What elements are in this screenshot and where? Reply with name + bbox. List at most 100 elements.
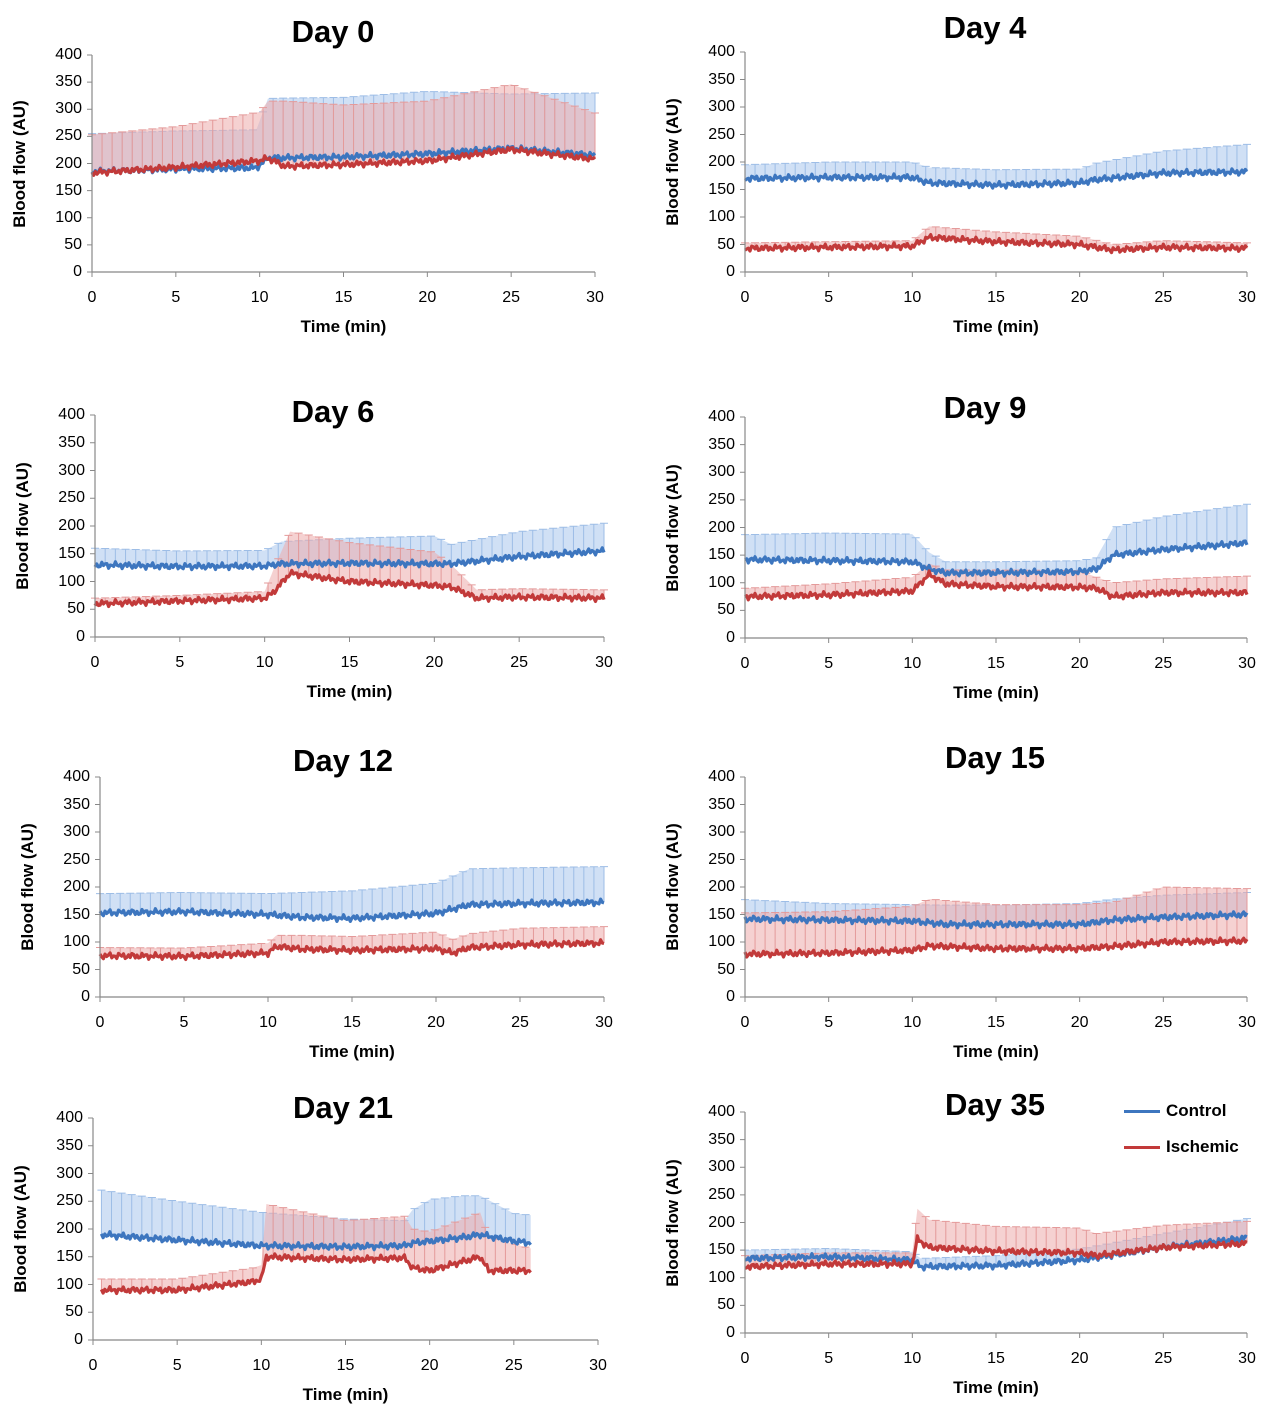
x-tick-label: 10 xyxy=(903,655,922,672)
errorbar-control xyxy=(1072,560,1081,572)
y-tick-label: 100 xyxy=(58,572,85,590)
errorbar-control xyxy=(528,529,537,556)
errorbar-ischemic xyxy=(380,1217,389,1259)
errorbar-control xyxy=(992,169,1000,186)
errorbar-control xyxy=(267,892,276,915)
x-tick-label: 5 xyxy=(171,289,181,306)
y-tick-label: 100 xyxy=(63,933,90,950)
errorbar-control xyxy=(921,548,930,568)
errorbar-ischemic xyxy=(901,906,910,951)
series-line-ischemic xyxy=(743,936,1249,959)
errorbar-control xyxy=(1072,168,1081,183)
errorbar-ischemic xyxy=(279,1207,288,1258)
errorbar-control xyxy=(1202,147,1211,173)
y-axis-title: Blood flow (AU) xyxy=(11,1165,30,1293)
y-tick-label: 100 xyxy=(708,1268,735,1286)
errorbar-ischemic xyxy=(430,1229,439,1270)
series-line-control xyxy=(93,546,606,572)
errorbar-control xyxy=(1212,146,1221,173)
errorbar-control xyxy=(152,549,161,567)
x-tick-label: 20 xyxy=(425,654,444,671)
errorbar-ischemic xyxy=(287,934,296,949)
errorbar-control xyxy=(831,532,840,561)
errorbar-ischemic xyxy=(437,556,446,587)
errorbar-ischemic xyxy=(1012,232,1021,243)
errorbar-ischemic xyxy=(1222,576,1231,593)
errorbar-ischemic xyxy=(891,906,900,951)
errorbar-control xyxy=(216,892,225,913)
x-tick-label: 25 xyxy=(502,289,521,306)
panel-title: Day 15 xyxy=(945,740,1045,775)
errorbar-control xyxy=(1212,508,1221,546)
x-tick-label: 15 xyxy=(987,1350,1005,1367)
series-line-ischemic xyxy=(744,1234,1248,1271)
y-tick-label: 150 xyxy=(55,181,82,199)
errorbar-ischemic xyxy=(1162,1224,1171,1248)
errorbar-control xyxy=(223,550,232,567)
errorbar-ischemic xyxy=(951,1221,960,1249)
y-tick-label: 100 xyxy=(708,208,735,225)
y-tick-label: 300 xyxy=(58,461,85,479)
errorbar-ischemic xyxy=(416,550,425,585)
y-tick-label: 350 xyxy=(708,70,735,88)
errorbar-control xyxy=(479,868,488,905)
panel-title: Day 12 xyxy=(293,743,393,778)
x-tick-label: 5 xyxy=(175,654,185,671)
errorbar-ischemic xyxy=(309,1213,318,1259)
errorbar-control xyxy=(1002,169,1011,185)
errorbar-control xyxy=(511,1213,520,1242)
x-tick-label: 10 xyxy=(250,289,269,306)
errorbar-control xyxy=(158,1198,167,1239)
y-tick-label: 300 xyxy=(708,823,735,840)
errorbar-control xyxy=(146,892,155,913)
errorbar-control xyxy=(941,167,950,184)
x-tick-label: 20 xyxy=(1070,1350,1089,1367)
errorbar-ischemic xyxy=(448,938,457,953)
errorbar-ischemic xyxy=(519,927,528,945)
errorbar-ischemic xyxy=(418,932,427,949)
y-tick-label: 400 xyxy=(63,768,90,785)
errorbar-control xyxy=(97,1189,106,1235)
errorbar-ischemic xyxy=(178,124,187,167)
errorband-control xyxy=(745,504,1247,573)
errorbar-ischemic xyxy=(1062,1227,1071,1253)
x-tick-label: 10 xyxy=(903,1014,922,1031)
errorbar-control xyxy=(447,543,456,564)
errorbar-ischemic xyxy=(128,130,137,171)
errorbar-control xyxy=(1122,524,1131,554)
errorbar-control xyxy=(509,867,518,904)
errorbar-control xyxy=(931,167,940,184)
legend-label-control: Control xyxy=(1166,1101,1227,1120)
errorbar-ischemic xyxy=(1162,886,1171,942)
y-tick-label: 0 xyxy=(726,988,735,1005)
errorbar-control xyxy=(458,871,467,907)
x-tick-label: 5 xyxy=(172,1357,182,1374)
errorbar-ischemic xyxy=(248,112,257,162)
errorbar-control xyxy=(901,533,910,562)
x-axis-title: Time (min) xyxy=(302,1385,389,1404)
errorbar-control xyxy=(1222,506,1231,545)
errorbar-control xyxy=(147,1197,156,1239)
errorbar-ischemic xyxy=(579,926,588,944)
errorbar-control xyxy=(218,1206,227,1244)
errorbar-control xyxy=(327,891,336,918)
x-tick-label: 0 xyxy=(90,654,100,671)
errorbar-control xyxy=(368,888,377,918)
errorbar-control xyxy=(519,867,528,904)
errorbar-ischemic xyxy=(470,91,479,155)
y-tick-label: 250 xyxy=(708,1185,735,1203)
errorbar-control xyxy=(1243,503,1251,543)
errorbar-ischemic xyxy=(147,1278,156,1291)
errorbar-ischemic xyxy=(460,93,469,156)
x-tick-label: 15 xyxy=(987,289,1005,306)
errorbar-ischemic xyxy=(277,934,286,947)
errorbar-control xyxy=(801,162,810,178)
y-tick-label: 200 xyxy=(708,153,735,170)
errorbar-ischemic xyxy=(238,114,247,163)
errorbar-ischemic xyxy=(349,103,358,165)
errorbar-ischemic xyxy=(1002,231,1011,243)
panel-6 xyxy=(740,776,1251,1002)
errorbar-control xyxy=(1192,147,1201,173)
errorbar-ischemic xyxy=(400,1215,409,1258)
